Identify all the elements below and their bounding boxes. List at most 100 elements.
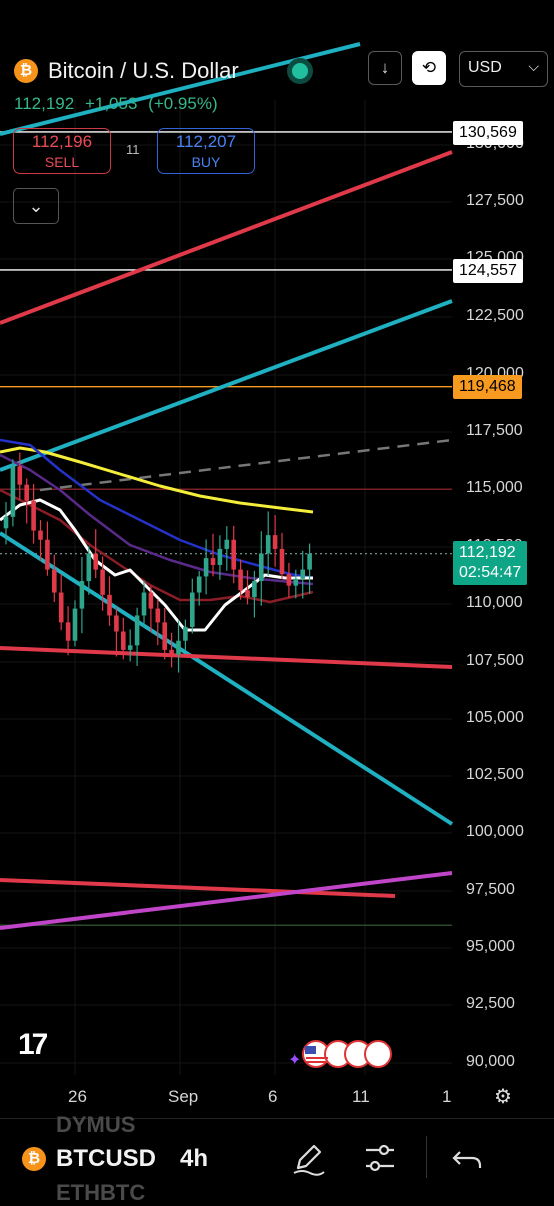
price-tick: 127,500 <box>466 192 524 209</box>
svg-text:✦: ✦ <box>288 1050 301 1069</box>
candle-body <box>141 592 147 616</box>
moving-average-darkred <box>0 488 314 604</box>
chevron-down-icon: ⌵ <box>528 58 539 74</box>
candle-body <box>79 581 85 609</box>
alert-label-orange[interactable]: 119,468 <box>453 375 522 399</box>
sell-price: 112,196 <box>31 132 93 151</box>
price-tick: 90,000 <box>466 1053 515 1070</box>
chart-settings-gear-icon[interactable]: ⚙ <box>494 1086 512 1108</box>
candle-body <box>45 539 50 570</box>
candle-body <box>107 594 112 616</box>
time-tick: 1 <box>442 1087 452 1106</box>
trendline-magenta <box>0 871 453 930</box>
candle-body <box>203 558 209 577</box>
events-flags-icon[interactable]: ✦ <box>286 1038 402 1070</box>
symbol-title[interactable]: Bitcoin / U.S. Dollar <box>48 58 239 83</box>
candle-body <box>293 578 299 586</box>
candle-body <box>245 590 250 598</box>
price-tick: 110,000 <box>466 594 523 611</box>
current-price: 112,192 <box>14 94 75 113</box>
currency-select[interactable]: USD ⌵ <box>459 51 548 87</box>
alert-label-mid[interactable]: 124,557 <box>453 259 523 283</box>
candle-body <box>169 649 174 655</box>
buy-button[interactable]: 112,207 BUY <box>157 128 255 174</box>
alert-label-high[interactable]: 130,569 <box>453 121 523 145</box>
trendline-falling-teal <box>0 531 454 826</box>
watchlist-ghost-top: DYMUS <box>56 1112 136 1137</box>
price-tick: 122,500 <box>466 307 524 324</box>
bitcoin-logo-icon: ₿ <box>14 59 38 83</box>
trendline-bottom-red <box>0 878 396 898</box>
candle-body <box>183 626 188 641</box>
candle-body <box>10 466 16 517</box>
candle-body <box>3 516 9 529</box>
buy-price: 112,207 <box>175 132 237 151</box>
candle-body <box>100 569 105 595</box>
candle-body <box>307 553 312 570</box>
candle-body <box>52 569 57 593</box>
candle-body <box>196 576 202 593</box>
trendline-upper-red <box>0 150 453 325</box>
candle-body <box>148 592 154 609</box>
spread-value: 11 <box>126 142 140 157</box>
candle-body <box>265 535 271 554</box>
candle-body <box>65 622 71 641</box>
candle-body <box>217 548 223 565</box>
candle-body <box>58 592 64 623</box>
candle-body <box>210 558 216 565</box>
candle-body <box>286 574 292 586</box>
price-tick: 115,000 <box>466 479 523 496</box>
candle-body <box>72 608 78 641</box>
candle-body <box>224 539 230 549</box>
currency-value: USD <box>468 59 502 76</box>
download-arrow-icon[interactable]: ↓ <box>368 51 402 85</box>
time-tick: Sep <box>168 1087 199 1106</box>
candle-body <box>162 622 167 650</box>
trendline-mid-teal <box>0 299 453 472</box>
moving-average-purple <box>0 453 314 586</box>
candle-body <box>134 615 140 646</box>
bottom-toolbar <box>0 1118 554 1201</box>
last-price-value: 112,192 <box>459 544 516 561</box>
candle-body <box>17 466 23 485</box>
collapse-chevron-icon[interactable]: ⌄ <box>13 188 59 224</box>
candle-body <box>121 631 126 650</box>
trendline-lower-red <box>0 646 453 669</box>
price-tick: 102,500 <box>466 766 524 783</box>
candle-body <box>279 548 285 575</box>
candle-body <box>252 581 257 598</box>
price-change-percent: (+0.95%) <box>148 94 218 113</box>
moving-average-yellow <box>0 446 314 514</box>
candle-body <box>38 530 43 540</box>
price-tick: 105,000 <box>466 709 524 726</box>
price-tick: 92,500 <box>466 995 515 1012</box>
buy-label: BUY <box>191 154 221 170</box>
candle-body <box>259 553 264 582</box>
timeframe-button[interactable]: 4h <box>180 1145 209 1172</box>
replay-mode-icon[interactable]: ⟲ <box>412 51 446 85</box>
candle-body <box>155 608 161 623</box>
symbol-logo-icon: ₿ <box>22 1147 46 1171</box>
candle-body <box>272 535 278 549</box>
candle-body <box>86 553 92 582</box>
indicators-sliders-icon[interactable] <box>362 1140 398 1176</box>
moving-average-white <box>0 498 313 632</box>
sell-label: SELL <box>44 154 80 170</box>
candle-body <box>127 645 133 650</box>
tradingview-logo-icon: 17 <box>18 1028 48 1061</box>
price-tick: 100,000 <box>466 823 524 840</box>
toolbar-divider <box>426 1136 427 1178</box>
candle-countdown: 02:54:47 <box>459 564 522 581</box>
drawing-pencil-icon[interactable] <box>290 1140 326 1176</box>
symbol-button[interactable]: BTCUSD <box>56 1145 156 1172</box>
sell-button[interactable]: 112,196 SELL <box>13 128 111 174</box>
undo-arrow-icon[interactable] <box>450 1140 486 1176</box>
trendline-top-teal <box>0 42 361 136</box>
candle-body <box>300 569 305 579</box>
candle-body <box>114 615 119 632</box>
candle-body <box>238 569 243 591</box>
candle-body <box>176 640 181 655</box>
candle-body <box>93 553 98 570</box>
time-tick: 6 <box>268 1087 278 1106</box>
